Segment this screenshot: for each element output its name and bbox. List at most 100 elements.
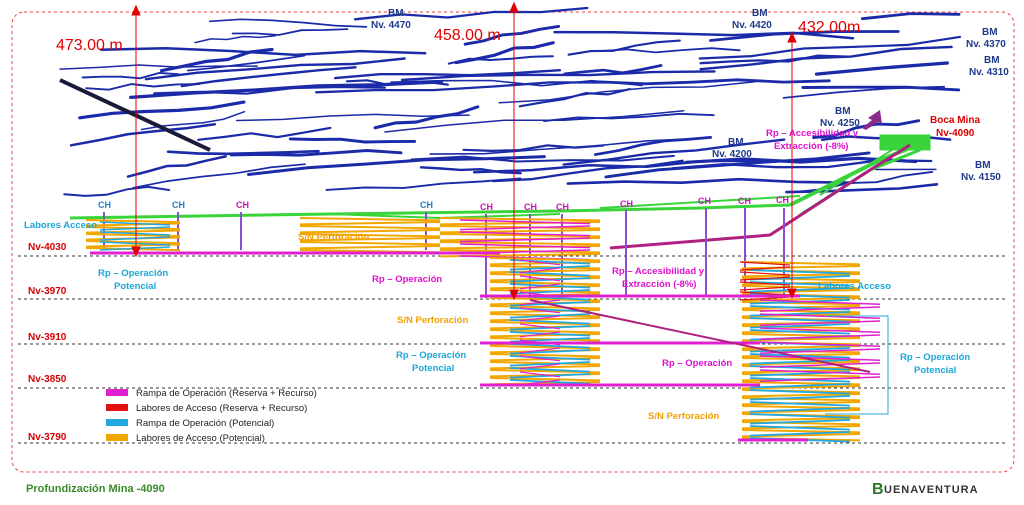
bm-4200-top: BM (728, 137, 744, 148)
drift-line (208, 18, 368, 28)
legend-label-access-potential: Labores de Acceso (Potencial) (136, 433, 265, 444)
bm-4150-level: Nv. 4150 (961, 172, 1001, 183)
level-label-3970: Nv-3970 (28, 286, 67, 297)
drift-line (699, 54, 849, 65)
legend-swatch-access-potential (106, 434, 128, 441)
labores-acceso-right: Labores Acceso (818, 281, 891, 292)
bm-4310-top: BM (984, 55, 1000, 66)
level-label-4030: Nv-4030 (28, 242, 67, 253)
bm-4370-top: BM (982, 27, 998, 38)
ramp-zigzag (299, 217, 441, 254)
operation-ramps (85, 217, 881, 443)
drift-line (187, 54, 306, 72)
drift-line (814, 61, 949, 76)
boca-mina-line2: Nv-4090 (936, 128, 975, 139)
rp-op-pot-left-1: Rp – Operación (98, 268, 168, 279)
legend-label-access-reserve: Labores de Acceso (Reserva + Recurso) (136, 403, 307, 414)
level-label-3850: Nv-3850 (28, 374, 67, 385)
ramp-zigzag (99, 221, 171, 251)
rp-op-pot-right-1: Rp – Operación (900, 352, 970, 363)
rp-accesibilidad-mid-1: Rp – Accesibilidad y (612, 266, 705, 277)
drift-line (454, 41, 555, 65)
bm-4250-level: Nv. 4250 (820, 118, 860, 129)
drift-line (63, 185, 171, 197)
brand-initial: B (872, 481, 884, 498)
depth-label-left: 473.00 m (56, 37, 123, 54)
drift-line (553, 30, 855, 40)
drift-line (325, 177, 522, 191)
legend: Rampa de Operación (Reserva + Recurso) L… (106, 388, 317, 444)
drift-line (334, 69, 562, 80)
bm-4470-level: Nv. 4470 (371, 20, 411, 31)
bm-4250-top: BM (835, 106, 851, 117)
bm-4310-level: Nv. 4310 (969, 67, 1009, 78)
ch-label: CH (236, 200, 249, 210)
drift-line (698, 35, 961, 60)
ch-label: CH (620, 199, 633, 209)
ch-labels: CH CH CH CH CH CH CH CH CH CH CH (98, 195, 789, 212)
ch-label: CH (172, 200, 185, 210)
drift-line (410, 154, 675, 163)
rp-operacion-2: Rp – Operación (662, 358, 732, 369)
level-labels: Nv-4030 Nv-3970 Nv-3910 Nv-3850 Nv-3790 (28, 242, 67, 443)
ch-label: CH (698, 196, 711, 206)
ramp-zigzag (759, 299, 881, 382)
bm-labels: BM Nv. 4470 BM Nv. 4420 BM Nv. 4370 BM N… (371, 8, 1009, 183)
bm-4200-level: Nv. 4200 (712, 149, 752, 160)
drift-line (563, 64, 663, 76)
drift-line (390, 79, 643, 87)
drift-line (315, 81, 610, 94)
drift-line (801, 85, 961, 92)
rp-op-pot-right-2: Potencial (914, 365, 956, 376)
drift-line (180, 66, 357, 88)
drift-line (384, 110, 685, 133)
depth-label-middle: 458.00 m (434, 27, 501, 44)
bm-4370-level: Nv. 4370 (966, 39, 1006, 50)
legend-label-ramp-reserve: Rampa de Operación (Reserva + Recurso) (136, 388, 317, 399)
drift-line (566, 177, 855, 185)
ch-label: CH (556, 202, 569, 212)
ramp-zigzag (739, 261, 791, 301)
drift-line (231, 28, 349, 36)
drift-line (247, 155, 546, 176)
drift-line (159, 47, 274, 73)
ch-label: CH (98, 200, 111, 210)
boca-mina-arrow-icon (862, 110, 882, 130)
drift-line (400, 70, 716, 82)
depth-label-right: 432.00m (798, 19, 860, 36)
sn-perforacion-3: S/N Perforación (648, 411, 719, 422)
rp-op-pot-mid-1: Rp – Operación (396, 350, 466, 361)
drift-line (69, 122, 217, 147)
drift-line (463, 24, 561, 46)
ch-label: CH (776, 195, 789, 205)
drift-line (288, 137, 417, 144)
drift-line (81, 71, 180, 80)
rp-accesibilidad-mid-2: Extracción (-8%) (622, 279, 696, 290)
drift-line (126, 155, 227, 178)
drift-line (373, 105, 480, 130)
bm-4420-top: BM (752, 8, 768, 19)
potential-bracket (825, 315, 889, 415)
drift-line (567, 39, 681, 56)
rp-accesibilidad-top-2: Extracción (-8%) (774, 141, 848, 152)
sn-perforacion-2: S/N Perforación (397, 315, 468, 326)
bm-4470-top: BM (388, 8, 404, 19)
ch-label: CH (524, 202, 537, 212)
drift-line (699, 45, 953, 71)
drift-line (498, 80, 756, 104)
labores-acceso-left: Labores Acceso (24, 220, 97, 231)
rp-op-pot-mid-2: Potencial (412, 363, 454, 374)
sn-perforacion-1: S/N Perforación (298, 232, 369, 243)
drift-line (144, 57, 406, 81)
legend-swatch-access-reserve (106, 404, 128, 411)
rp-operacion-1: Rp – Operación (372, 274, 442, 285)
brand-name: UENAVENTURA (884, 484, 979, 496)
dark-diagonal-working (59, 78, 211, 152)
drift-line (229, 149, 403, 157)
drift-line (462, 144, 605, 153)
rp-op-pot-left-2: Potencial (114, 281, 156, 292)
level-label-3790: Nv-3790 (28, 432, 67, 443)
brand-logo: B UENAVENTURA (872, 481, 979, 498)
ch-label: CH (480, 202, 493, 212)
drift-line (598, 78, 831, 86)
